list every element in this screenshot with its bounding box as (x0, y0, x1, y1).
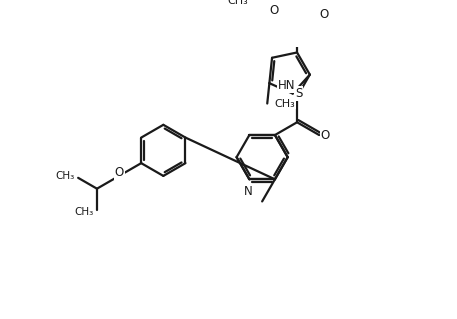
Text: CH₃: CH₃ (74, 207, 94, 217)
Text: N: N (244, 185, 253, 198)
Text: S: S (295, 87, 303, 100)
Text: O: O (320, 129, 330, 142)
Text: CH₃: CH₃ (227, 0, 248, 5)
Text: CH₃: CH₃ (274, 99, 295, 108)
Text: O: O (319, 8, 328, 21)
Text: O: O (114, 166, 124, 179)
Text: CH₃: CH₃ (55, 171, 75, 181)
Text: HN: HN (278, 79, 295, 93)
Text: O: O (270, 4, 279, 17)
